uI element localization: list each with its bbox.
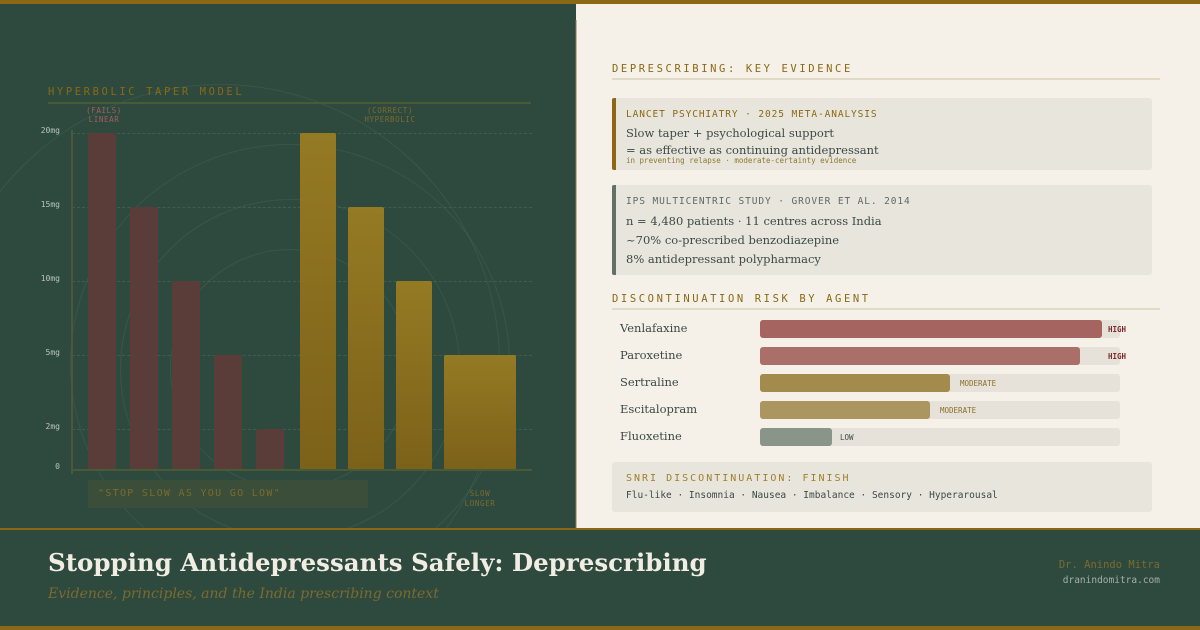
footer: Stopping Antidepressants Safely: Depresc… xyxy=(0,530,1200,626)
evidence-section-title: DEPRESCRIBING: KEY EVIDENCE xyxy=(612,63,853,75)
card-note: in preventing relapse · moderate-certain… xyxy=(626,156,857,165)
card-line: = as effective as continuing antidepress… xyxy=(626,143,879,157)
risk-bar-track: MODERATE xyxy=(760,374,1120,392)
card-kicker: LANCET PSYCHIATRY · 2025 META-ANALYSIS xyxy=(626,109,878,120)
hyperbolic-bar xyxy=(444,355,516,469)
risk-bar-fill xyxy=(760,428,832,446)
hyperbolic-bar xyxy=(348,207,384,469)
card-line: Slow taper + psychological support xyxy=(626,126,834,140)
risk-level-label: MODERATE xyxy=(940,406,977,415)
y-tick-label: 5mg xyxy=(45,348,60,357)
risk-bar-fill xyxy=(760,320,1102,338)
agent-name: Paroxetine xyxy=(620,348,683,362)
evidence-card-lancet: LANCET PSYCHIATRY · 2025 META-ANALYSIS S… xyxy=(612,98,1152,170)
top-accent-bar xyxy=(0,0,1200,4)
taper-motto: "STOP SLOW AS YOU GO LOW" xyxy=(88,480,368,508)
footer-divider xyxy=(0,528,1200,530)
agent-name: Fluoxetine xyxy=(620,429,682,443)
risk-level-label: MODERATE xyxy=(960,379,997,388)
risk-bar-track: HIGH xyxy=(760,320,1126,338)
linear-bar xyxy=(88,133,116,469)
chart-title-divider xyxy=(48,102,531,104)
risk-bar-fill xyxy=(760,401,930,419)
risk-bar-fill xyxy=(760,374,950,392)
risk-row-escitalopram: Escitalopram MODERATE xyxy=(620,401,1160,419)
risk-section-divider xyxy=(612,308,1160,310)
y-tick-label: 15mg xyxy=(40,200,60,209)
card-kicker: IPS MULTICENTRIC STUDY · GROVER ET AL. 2… xyxy=(626,196,911,207)
risk-row-sertraline: Sertraline MODERATE xyxy=(620,374,1160,392)
risk-level-label: HIGH xyxy=(1108,325,1127,334)
card-accent xyxy=(612,185,616,275)
hyperbolic-bar xyxy=(396,281,432,469)
linear-bar xyxy=(214,355,242,469)
evidence-panel: DEPRESCRIBING: KEY EVIDENCE LANCET PSYCH… xyxy=(576,4,1200,528)
author-website[interactable]: dranindomitra.com xyxy=(1062,575,1160,586)
y-tick-label: 20mg xyxy=(40,126,60,135)
hyperbolic-bar xyxy=(300,133,336,469)
risk-bar-track: MODERATE xyxy=(760,401,1120,419)
x-axis xyxy=(71,469,532,471)
slow-longer-label: SLOW LONGER xyxy=(464,489,496,508)
y-tick-label: 10mg xyxy=(40,274,60,283)
linear-bar xyxy=(130,207,158,469)
agent-name: Venlafaxine xyxy=(620,321,688,335)
risk-row-paroxetine: Paroxetine HIGH xyxy=(620,347,1160,365)
linear-series-label: (FAILS) LINEAR xyxy=(86,106,122,124)
y-axis xyxy=(71,130,73,474)
hyperbolic-series-label: (CORRECT) HYPERBOLIC xyxy=(364,106,416,124)
y-tick-label: 0 xyxy=(55,462,60,471)
bottom-accent-bar xyxy=(0,626,1200,630)
page-title: Stopping Antidepressants Safely: Depresc… xyxy=(48,548,707,577)
risk-bar-track: HIGH xyxy=(760,347,1126,365)
panel-divider xyxy=(575,20,577,528)
card-line: 8% antidepressant polypharmacy xyxy=(626,252,821,266)
chart-title: HYPERBOLIC TAPER MODEL xyxy=(48,86,245,98)
chart-panel: HYPERBOLIC TAPER MODEL (FAILS) LINEAR (C… xyxy=(0,4,576,528)
card-line: n = 4,480 patients · 11 centres across I… xyxy=(626,214,882,228)
snri-title: SNRI DISCONTINUATION: FINISH xyxy=(626,473,851,484)
card-accent xyxy=(612,98,616,170)
risk-bar-fill xyxy=(760,347,1080,365)
snri-symptoms-card: SNRI DISCONTINUATION: FINISH Flu-like · … xyxy=(612,462,1152,512)
risk-level-label: HIGH xyxy=(1108,352,1127,361)
snri-symptom-list: Flu-like · Insomnia · Nausea · Imbalance… xyxy=(626,490,998,501)
linear-bar xyxy=(256,429,284,469)
page-subtitle: Evidence, principles, and the India pres… xyxy=(48,586,439,602)
risk-section-title: DISCONTINUATION RISK BY AGENT xyxy=(612,293,871,305)
risk-level-label: LOW xyxy=(840,433,854,442)
risk-bar-track: LOW xyxy=(760,428,1120,446)
card-line: ~70% co-prescribed benzodiazepine xyxy=(626,233,840,247)
linear-bar xyxy=(172,281,200,469)
risk-row-venlafaxine: Venlafaxine HIGH xyxy=(620,320,1160,338)
agent-name: Escitalopram xyxy=(620,402,698,416)
y-tick-label: 2mg xyxy=(45,422,60,431)
agent-name: Sertraline xyxy=(620,375,679,389)
author-name: Dr. Anindo Mitra xyxy=(1058,559,1160,571)
risk-row-fluoxetine: Fluoxetine LOW xyxy=(620,428,1160,446)
evidence-card-ips: IPS MULTICENTRIC STUDY · GROVER ET AL. 2… xyxy=(612,185,1152,275)
evidence-section-divider xyxy=(612,78,1160,80)
